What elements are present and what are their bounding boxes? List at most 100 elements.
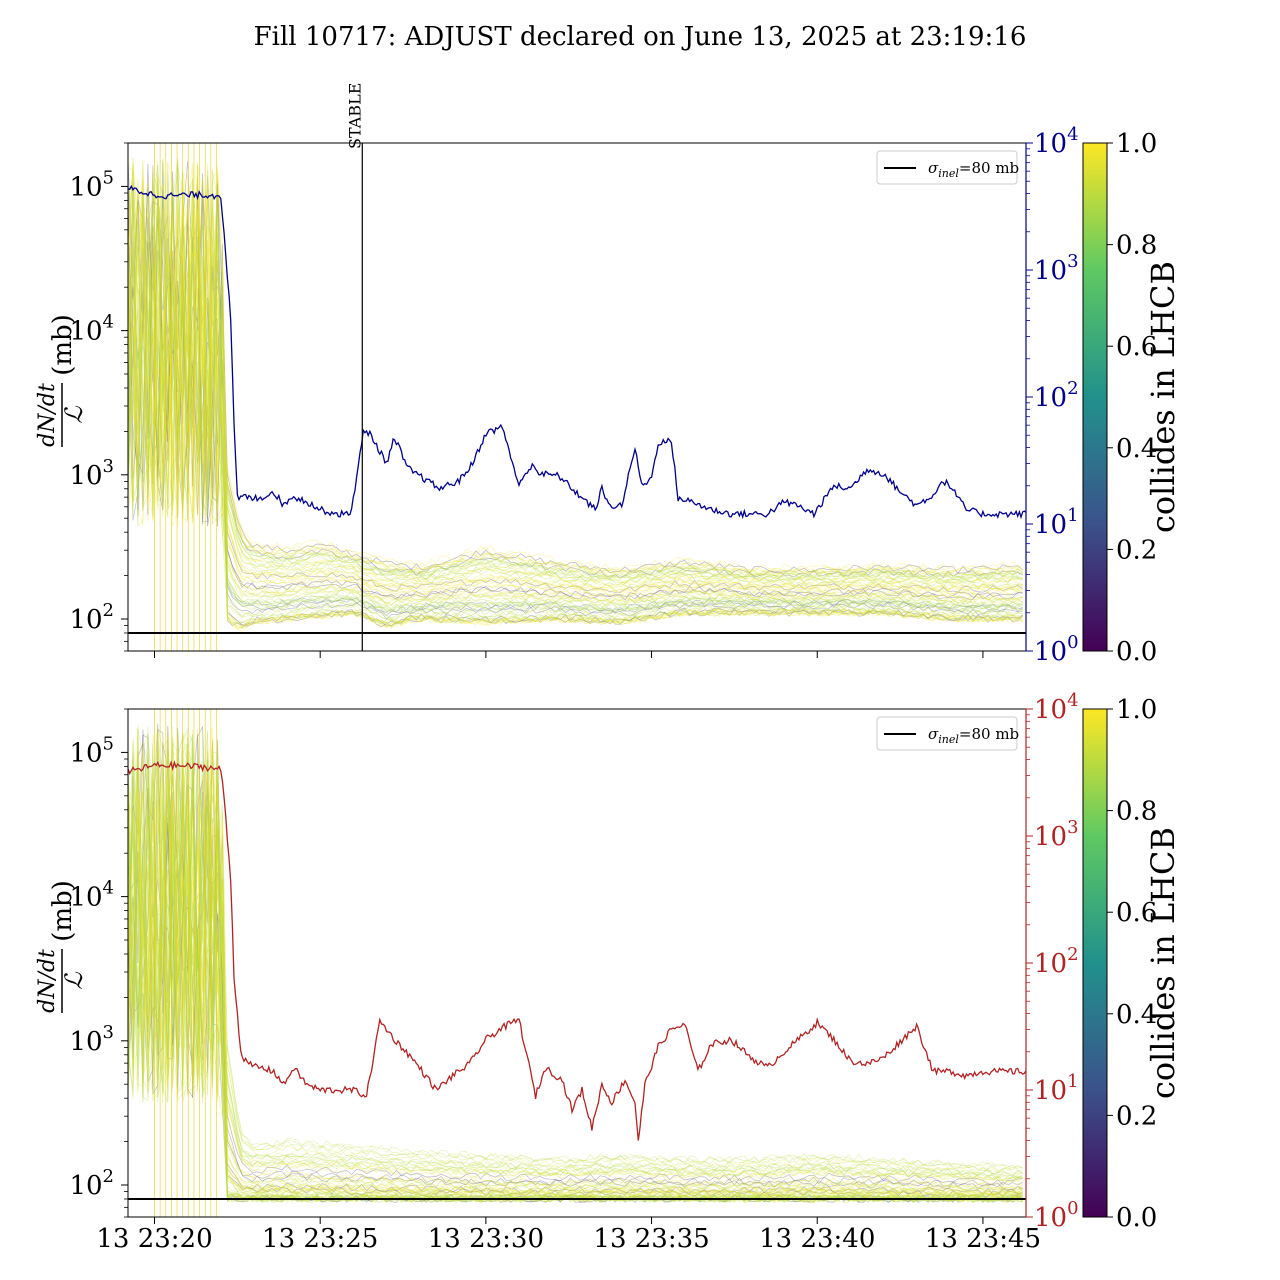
bunch-trace <box>128 734 1023 1198</box>
bunch-trace <box>128 179 1023 591</box>
right-ytick-label: 103 <box>1034 251 1079 286</box>
bunch-trace <box>128 730 1023 1181</box>
colorbar-tick-label: 0.0 <box>1116 637 1157 667</box>
right-ytick-base: 10 <box>1034 695 1067 725</box>
ytick-exp: 3 <box>103 456 114 477</box>
right-ytick-base: 10 <box>1034 510 1067 540</box>
bunch-trace <box>128 173 1023 574</box>
bunch-trace <box>128 733 1023 1202</box>
ylabel-numerator: dN/dt <box>35 949 60 1013</box>
bunch-trace <box>128 182 1023 580</box>
ytick-base: 10 <box>69 883 102 913</box>
bunch-trace <box>128 725 1023 1198</box>
bunch-trace <box>128 160 1023 617</box>
xtick-label: 13 23:35 <box>593 1224 709 1254</box>
bunch-trace <box>128 727 1023 1196</box>
bunch-trace <box>128 734 1023 1196</box>
bunch-trace <box>128 159 1023 577</box>
bunch-trace <box>128 166 1023 607</box>
bunch-trace <box>128 730 1023 1203</box>
ytick-exp: 2 <box>103 1166 114 1187</box>
legend-sigma: σ <box>928 725 939 743</box>
bunch-trace <box>128 736 1023 1198</box>
colorbar-tick-label: 0.2 <box>1116 535 1157 565</box>
plot-area <box>128 709 1026 1217</box>
colorbar-tick-label: 0.6 <box>1116 898 1157 928</box>
ylabel: dN/dt ℒ (mb) <box>35 880 88 1013</box>
bunch-trace <box>128 165 1023 600</box>
xtick-label: 13 23:45 <box>925 1224 1041 1254</box>
bunch-trace <box>128 752 1023 1174</box>
bunch-trace <box>128 727 1023 1171</box>
bunch-trace <box>128 752 1023 1203</box>
right-ytick-label: 103 <box>1034 817 1079 852</box>
right-ytick-label: 104 <box>1034 690 1079 725</box>
bunch-trace <box>128 179 1023 580</box>
colorbar-tick-label: 0.6 <box>1116 332 1157 362</box>
bunch-trace <box>128 188 1023 628</box>
right-axis-series <box>128 184 1026 520</box>
bunch-trace <box>128 773 1023 1202</box>
bunch-trace <box>128 781 1023 1191</box>
bunch-trace <box>128 742 1023 1204</box>
legend: σinel=80 mb <box>876 716 1019 751</box>
ytick-exp: 4 <box>103 878 114 899</box>
colorbar-tick-label: 0.8 <box>1116 231 1157 261</box>
bunch-trace <box>128 162 1023 621</box>
bunch-trace <box>128 164 1023 606</box>
ytick-exp: 3 <box>103 1022 114 1043</box>
bunch-trace <box>128 179 1023 614</box>
colorbar <box>1082 142 1108 652</box>
right-ytick-label: 101 <box>1034 1071 1079 1106</box>
ytick-label: 105 <box>69 167 114 202</box>
bunch-trace <box>128 728 1023 1198</box>
bunch-trace <box>128 157 1023 576</box>
bunch-trace <box>128 178 1023 598</box>
legend-value: =80 mb <box>959 159 1019 177</box>
ytick-base: 10 <box>69 738 102 768</box>
right-ytick-label: 101 <box>1034 505 1079 540</box>
bunch-trace <box>128 173 1023 629</box>
bunch-trace <box>128 731 1023 1182</box>
stable-label: STABLE <box>345 83 364 149</box>
bunch-trace <box>128 158 1023 620</box>
bunch-trace <box>128 247 1023 630</box>
colorbar-tick-label: 0.8 <box>1116 797 1157 827</box>
bunch-trace <box>128 159 1023 613</box>
ylabel-denominator: ℒ <box>60 406 88 424</box>
xtick-label: 13 23:25 <box>262 1224 378 1254</box>
trace-bundle <box>128 709 1023 1217</box>
right-ytick-base: 10 <box>1034 383 1067 413</box>
bunch-trace <box>128 179 1023 612</box>
bunch-trace <box>128 169 1023 630</box>
bunch-trace <box>128 164 1023 578</box>
right-axis-series <box>128 760 1026 1141</box>
bunch-trace <box>128 167 1023 628</box>
bunch-trace <box>128 726 1023 1183</box>
legend: σinel=80 mb <box>876 150 1019 185</box>
axes-frame <box>127 708 1027 1218</box>
bunch-trace <box>128 760 1023 1198</box>
ylabel: dN/dt ℒ (mb) <box>35 314 88 447</box>
ytick-base: 10 <box>69 172 102 202</box>
bunch-trace <box>128 811 1023 1191</box>
right-ytick-label: 102 <box>1034 944 1079 979</box>
bunch-trace <box>128 732 1023 1201</box>
colorbar-tick-label: 0.4 <box>1116 1000 1157 1030</box>
bunch-trace <box>128 726 1023 1177</box>
bunch-trace <box>128 732 1023 1172</box>
bunch-trace <box>128 748 1023 1196</box>
bunch-trace <box>128 175 1023 620</box>
bunch-trace <box>128 186 1023 613</box>
bunch-trace <box>128 171 1023 615</box>
bunch-trace <box>128 169 1023 629</box>
right-ytick-label: 104 <box>1034 124 1079 159</box>
bunch-trace <box>128 727 1023 1191</box>
bunch-trace <box>128 742 1023 1203</box>
bunch-trace <box>128 195 1023 582</box>
bunch-trace <box>128 175 1023 614</box>
bunch-trace <box>128 199 1023 603</box>
bunch-trace <box>128 164 1023 592</box>
right-ytick-label: 100 <box>1034 632 1079 667</box>
bunch-trace <box>128 163 1023 596</box>
